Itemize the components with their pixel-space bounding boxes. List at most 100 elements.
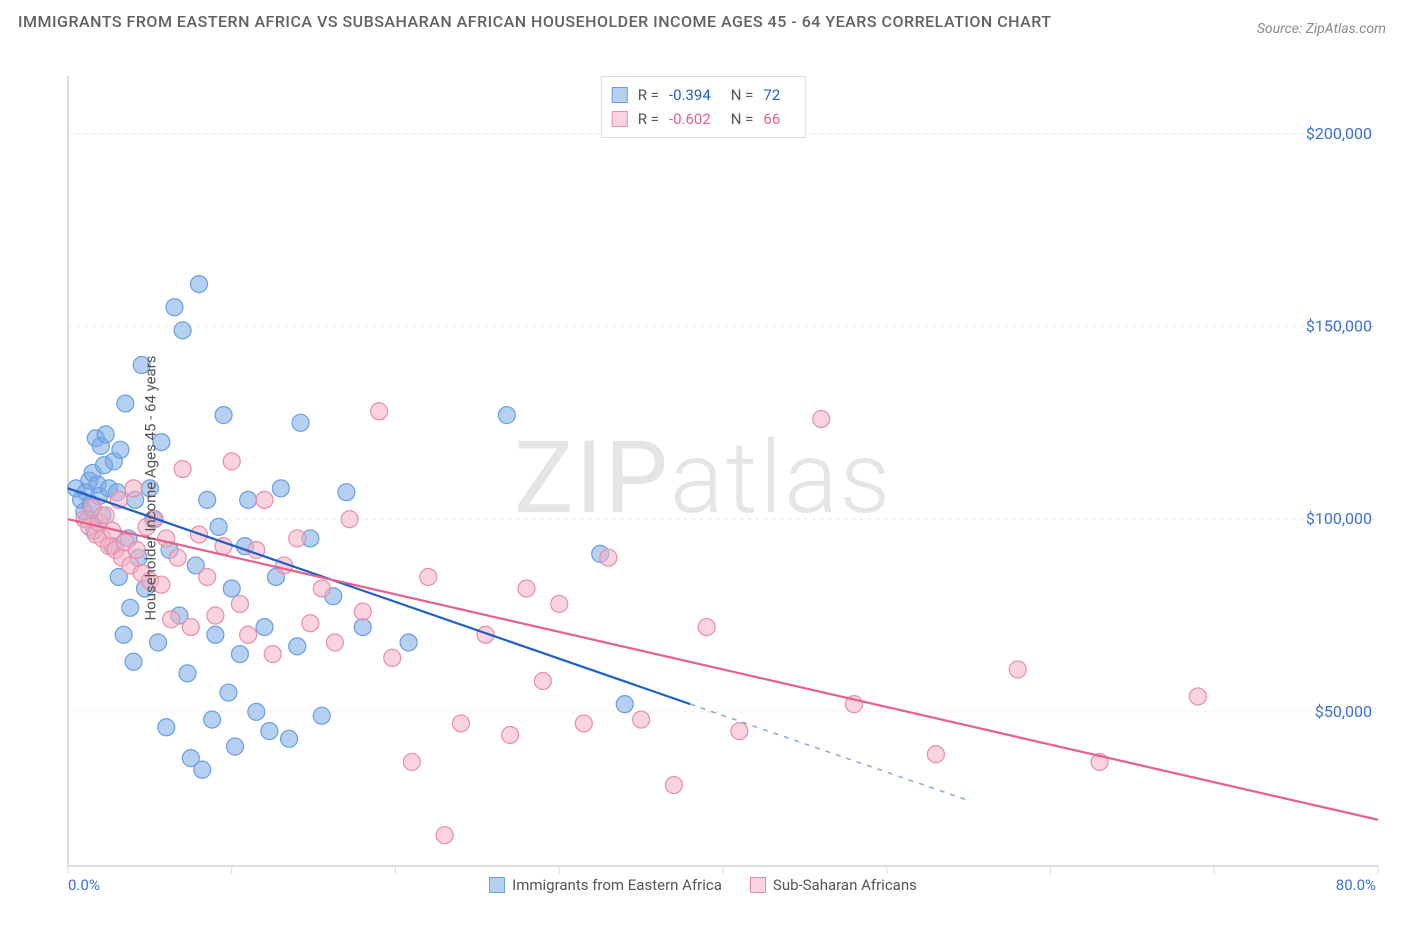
data-point xyxy=(292,414,309,431)
data-point xyxy=(223,580,240,597)
data-point xyxy=(199,491,216,508)
legend-swatch xyxy=(489,877,505,893)
data-point xyxy=(403,753,420,770)
data-point xyxy=(1009,661,1026,678)
scatter-chart: $50,000 $100,000 $150,000 $200,000 xyxy=(18,76,1388,900)
data-point xyxy=(163,611,180,628)
data-point xyxy=(125,480,142,497)
y-axis-title: Householder Income Ages 45 - 64 years xyxy=(142,355,160,620)
data-point xyxy=(215,407,232,424)
data-point xyxy=(281,730,298,747)
data-point xyxy=(223,453,240,470)
data-point xyxy=(436,827,453,844)
r-label: R = xyxy=(638,107,659,131)
chart-title: IMMIGRANTS FROM EASTERN AFRICA VS SUBSAH… xyxy=(18,8,1052,37)
data-point xyxy=(174,322,191,339)
data-point xyxy=(207,607,224,624)
data-point xyxy=(158,719,175,736)
n-label: N = xyxy=(731,107,754,131)
data-point xyxy=(256,491,273,508)
data-point xyxy=(117,395,134,412)
svg-text:$50,000: $50,000 xyxy=(1315,702,1372,721)
r-value: -0.394 xyxy=(669,83,711,107)
data-point xyxy=(125,653,142,670)
data-point xyxy=(400,634,417,651)
data-point xyxy=(498,407,515,424)
data-point xyxy=(204,711,221,728)
data-point xyxy=(240,491,257,508)
legend-label: Sub-Saharan Africans xyxy=(773,876,917,894)
data-point xyxy=(384,649,401,666)
data-point xyxy=(169,549,186,566)
regression-line xyxy=(68,488,690,704)
legend-swatch xyxy=(612,87,628,103)
data-point xyxy=(289,638,306,655)
data-point xyxy=(371,403,388,420)
data-point xyxy=(261,723,278,740)
data-point xyxy=(665,777,682,794)
data-point xyxy=(194,761,211,778)
r-label: R = xyxy=(638,83,659,107)
data-point xyxy=(927,746,944,763)
data-point xyxy=(600,549,617,566)
legend-label: Immigrants from Eastern Africa xyxy=(512,876,722,894)
svg-text:$200,000: $200,000 xyxy=(1306,124,1372,143)
data-point xyxy=(272,480,289,497)
data-point xyxy=(174,461,191,478)
data-point xyxy=(575,715,592,732)
data-point xyxy=(354,619,371,636)
regression-line-extrapolated xyxy=(690,704,968,800)
data-point xyxy=(191,276,208,293)
legend-swatch xyxy=(612,111,628,127)
correlation-row: R = -0.602 N = 66 xyxy=(612,107,791,131)
svg-text:$150,000: $150,000 xyxy=(1306,316,1372,335)
data-point xyxy=(551,595,568,612)
legend-item: Immigrants from Eastern Africa xyxy=(489,876,722,894)
n-value: 72 xyxy=(763,83,780,107)
n-label: N = xyxy=(731,83,754,107)
data-point xyxy=(1189,688,1206,705)
svg-text:$100,000: $100,000 xyxy=(1306,509,1372,528)
data-point xyxy=(179,665,196,682)
data-point xyxy=(97,426,114,443)
data-point xyxy=(227,738,244,755)
data-point xyxy=(326,634,343,651)
source-label: Source: ZipAtlas.com xyxy=(1257,21,1386,37)
data-point xyxy=(220,684,237,701)
data-point xyxy=(112,441,129,458)
data-point xyxy=(182,619,199,636)
series-legend: Immigrants from Eastern Africa Sub-Sahara… xyxy=(18,876,1388,894)
data-point xyxy=(115,626,132,643)
data-point xyxy=(231,646,248,663)
data-point xyxy=(302,615,319,632)
data-point xyxy=(420,568,437,585)
data-point xyxy=(534,673,551,690)
n-value: 66 xyxy=(763,107,780,131)
data-point xyxy=(338,484,355,501)
data-point xyxy=(256,619,273,636)
data-point xyxy=(231,595,248,612)
data-point xyxy=(122,599,139,616)
data-point xyxy=(616,696,633,713)
data-point xyxy=(150,634,167,651)
data-point xyxy=(633,711,650,728)
correlation-legend: R = -0.394 N = 72 R = -0.602 N = 66 xyxy=(601,76,806,138)
data-point xyxy=(518,580,535,597)
regression-line xyxy=(68,519,1378,820)
data-point xyxy=(698,619,715,636)
data-point xyxy=(166,299,183,316)
correlation-row: R = -0.394 N = 72 xyxy=(612,83,791,107)
data-point xyxy=(354,603,371,620)
data-point xyxy=(502,726,519,743)
data-point xyxy=(240,626,257,643)
data-point xyxy=(248,703,265,720)
data-point xyxy=(341,511,358,528)
r-value: -0.602 xyxy=(669,107,711,131)
data-point xyxy=(453,715,470,732)
data-point xyxy=(731,723,748,740)
data-point xyxy=(210,518,227,535)
legend-item: Sub-Saharan Africans xyxy=(750,876,917,894)
data-point xyxy=(264,646,281,663)
data-point xyxy=(199,568,216,585)
legend-swatch xyxy=(750,877,766,893)
